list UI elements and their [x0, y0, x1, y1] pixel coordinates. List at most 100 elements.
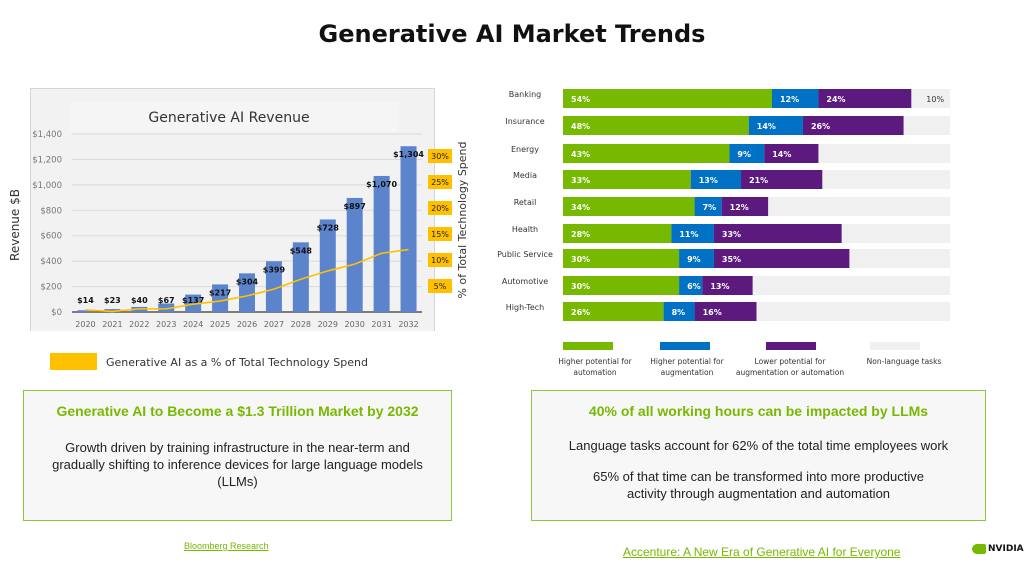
- segment-augmentation: [663, 302, 695, 321]
- segment-automation: [563, 116, 749, 135]
- segment-lower-potential: [802, 116, 904, 135]
- bloomberg-source-link[interactable]: Bloomberg Research: [184, 541, 269, 551]
- y2-tick-label: 30%: [431, 152, 449, 161]
- segment-value-label: 33%: [722, 230, 741, 239]
- legend-label: Higher potential for: [650, 357, 724, 366]
- bar-value-label: $548: [290, 246, 313, 255]
- y-tick-label: $800: [40, 206, 62, 216]
- legend-swatch: [660, 342, 710, 350]
- segment-value-label: 30%: [571, 282, 590, 291]
- llm-impact-box: 40% of all working hours can be impacted…: [531, 390, 986, 521]
- market-summary-heading: Generative AI to Become a $1.3 Trillion …: [56, 403, 419, 419]
- x-tick-label: 2024: [183, 320, 203, 329]
- segment-value-label: 26%: [811, 122, 830, 131]
- x-tick-label: 2025: [210, 320, 230, 329]
- segment-value-label: 21%: [749, 176, 768, 185]
- revenue-bar: [373, 175, 390, 312]
- y-tick-label: $1,000: [32, 181, 62, 191]
- industry-label: Media: [513, 171, 537, 180]
- bar-value-label: $217: [209, 288, 231, 297]
- spend-share-line: [85, 248, 409, 313]
- segment-augmentation: [694, 197, 722, 216]
- y2-tick-badge: [428, 149, 452, 163]
- industry-chart: Banking 54% 12% 24% 10% Insurance 48% 14% 26% Ene…: [497, 89, 950, 377]
- segment-value-label: 10%: [926, 95, 944, 104]
- segment-value-label: 14%: [757, 122, 776, 131]
- bar-value-label: $1,070: [366, 180, 397, 189]
- x-tick-label: 2020: [75, 320, 95, 329]
- segment-lower-potential: [713, 224, 842, 243]
- industry-label: Energy: [511, 145, 539, 154]
- segment-lower-potential: [721, 197, 769, 216]
- bar-value-label: $14: [77, 296, 94, 305]
- chart-title: Generative AI Revenue: [148, 110, 309, 126]
- segment-value-label: 9%: [737, 150, 751, 159]
- nvidia-logo-text: NVIDIA: [988, 544, 1024, 554]
- segment-value-label: 12%: [780, 95, 799, 104]
- legend-label: Lower potential for: [755, 357, 827, 366]
- y2-tick-label: 25%: [431, 178, 449, 187]
- bar-value-label: $304: [236, 277, 259, 286]
- segment-value-label: 33%: [571, 176, 590, 185]
- y-tick-label: $400: [40, 257, 62, 267]
- y2-tick-badge: [428, 279, 452, 293]
- industry-label: Retail: [514, 198, 537, 207]
- revenue-bar: [292, 242, 309, 312]
- segment-value-label: 8%: [672, 308, 686, 317]
- segment-automation: [563, 302, 664, 321]
- segment-value-label: 24%: [826, 95, 845, 104]
- revenue-bar: [104, 309, 121, 312]
- segment-lower-potential: [818, 89, 912, 108]
- revenue-chart: Generative AI Revenue $0 $200 $400 $600 $800 $…: [8, 102, 469, 370]
- legend-swatch: [766, 342, 816, 350]
- bar-value-label: $728: [317, 223, 340, 232]
- segment-value-label: 13%: [710, 282, 729, 291]
- revenue-bar: [265, 261, 282, 312]
- industry-label: High-Tech: [506, 303, 544, 312]
- segment-value-label: 54%: [571, 95, 590, 104]
- revenue-bar: [185, 294, 202, 312]
- segment-value-label: 14%: [772, 150, 791, 159]
- accenture-source-link[interactable]: Accenture: A New Era of Generative AI fo…: [623, 545, 901, 559]
- segment-value-label: 6%: [687, 282, 701, 291]
- bar-value-label: $40: [131, 296, 148, 305]
- segment-value-label: 13%: [699, 176, 718, 185]
- segment-automation: [563, 144, 730, 163]
- segment-augmentation: [671, 224, 714, 243]
- y-tick-label: $200: [40, 283, 62, 293]
- legend-swatch: [563, 342, 613, 350]
- nvidia-eye-icon: [972, 544, 986, 554]
- x-tick-label: 2027: [264, 320, 284, 329]
- industry-label: Automotive: [502, 277, 548, 286]
- segment-automation: [563, 224, 672, 243]
- bar-value-label: $23: [104, 296, 121, 305]
- y2-tick-label: 15%: [431, 230, 449, 239]
- segment-value-label: 16%: [703, 308, 722, 317]
- y2-tick-label: 20%: [431, 204, 449, 213]
- slide-title: Generative AI Market Trends: [318, 20, 706, 48]
- revenue-bar: [346, 197, 363, 312]
- industry-label: Banking: [509, 90, 541, 99]
- revenue-bar: [400, 146, 417, 312]
- bar-value-label: $67: [158, 296, 175, 305]
- llm-impact-line1: Language tasks account for 62% of the to…: [568, 438, 949, 453]
- segment-lower-potential: [741, 170, 823, 189]
- x-tick-label: 2028: [291, 320, 311, 329]
- legend-label: Generative AI as a % of Total Technology…: [106, 356, 368, 369]
- industry-label: Health: [512, 225, 538, 234]
- segment-automation: [563, 170, 691, 189]
- y2-tick-badge: [428, 201, 452, 215]
- legend-label-line2: augmentation: [661, 368, 714, 377]
- segment-lower-potential: [702, 276, 753, 295]
- segment-lower-potential: [694, 302, 757, 321]
- segment-augmentation: [729, 144, 765, 163]
- x-tick-label: 2026: [237, 320, 257, 329]
- x-tick-label: 2030: [345, 320, 365, 329]
- segment-automation: [563, 197, 695, 216]
- x-tick-label: 2021: [102, 320, 122, 329]
- legend-swatch: [870, 342, 920, 350]
- y-axis-label: Revenue $B: [8, 189, 22, 261]
- llm-impact-line2: 65% of that time can be transformed into…: [593, 469, 924, 501]
- y-tick-label: $0: [51, 308, 62, 318]
- segment-value-label: 26%: [571, 308, 590, 317]
